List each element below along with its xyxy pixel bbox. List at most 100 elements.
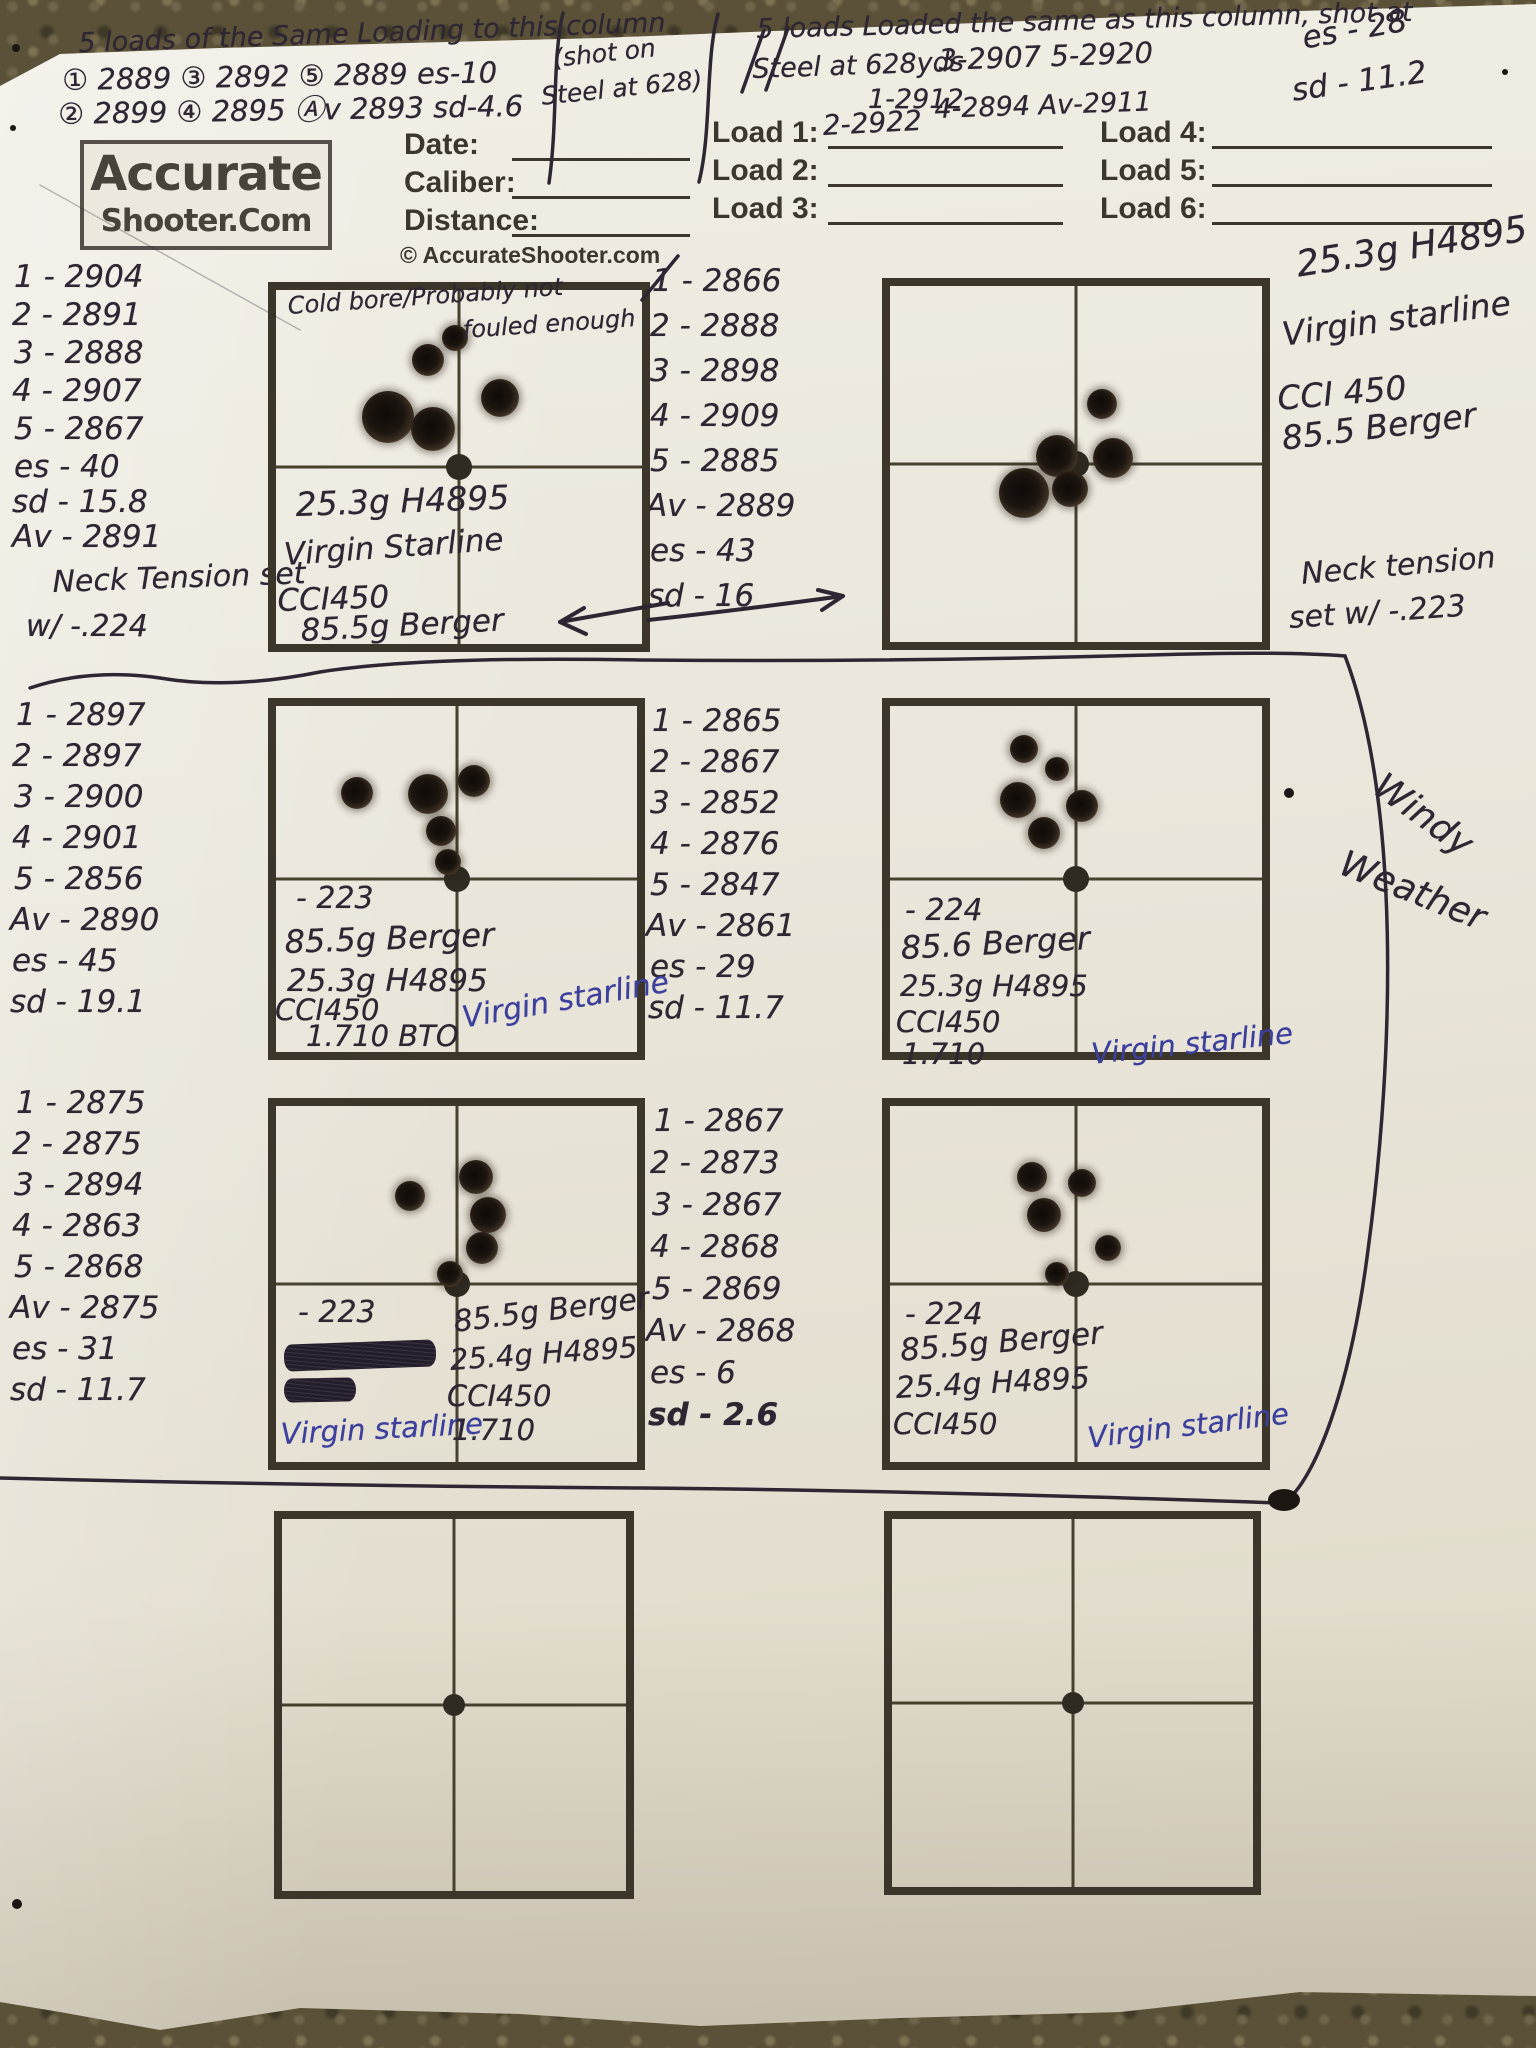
bullet-hole [1052, 471, 1088, 507]
velocity-left-3-shot5: 5 - 2868 [14, 1249, 144, 1285]
velocity-mid-2-shot1: 1 - 2865 [652, 703, 782, 739]
target-8-center-dot [1061, 1692, 1084, 1714]
bullet-hole [1066, 790, 1098, 822]
bullet-hole [442, 325, 468, 351]
velocity-left-3-sd: sd - 11.7 [10, 1372, 146, 1408]
velocity-left-1-shot4: 4 - 2907 [12, 373, 142, 409]
bullet-hole [408, 774, 448, 814]
target-6-neck-tension: - 224 [905, 1297, 983, 1332]
scribbled-out-text-2 [283, 1377, 357, 1403]
target-7-center-dot [443, 1694, 465, 1716]
load6-blank [1212, 222, 1492, 225]
velocity-left-3-shot2: 2 - 2875 [12, 1126, 142, 1162]
velocity-left-3-shot3: 3 - 2894 [14, 1167, 144, 1203]
bullet-hole [1093, 438, 1133, 478]
velocity-left-1-sd: sd - 15.8 [12, 484, 148, 520]
velocity-mid-1-avg: Av - 2889 [646, 488, 796, 524]
paper-speck-1 [12, 44, 20, 52]
bullet-hole [435, 849, 461, 875]
velocity-left-3-shot4: 4 - 2863 [12, 1208, 142, 1244]
velocity-mid-2-shot5: 5 - 2847 [650, 867, 780, 903]
load5-blank [1212, 184, 1492, 187]
load5-label: Load 5: [1100, 154, 1207, 187]
scribbled-out-text-1 [283, 1339, 437, 1372]
neck-tension-left-line2: w/ -.224 [26, 609, 148, 644]
bullet-hole [426, 816, 456, 846]
bullet-hole [341, 777, 373, 809]
velocity-mid-3-shot1: 1 - 2867 [654, 1103, 784, 1139]
velocity-left-1-shot1: 1 - 2904 [14, 259, 144, 295]
velocity-mid-2-sd: sd - 11.7 [648, 990, 784, 1026]
target-3-load-bullet: 85.5g Berger [283, 915, 495, 961]
load4-blank [1212, 146, 1492, 149]
velocity-left-2-es: es - 45 [12, 943, 118, 979]
velocity-mid-3-avg: Av - 2868 [646, 1313, 796, 1349]
target-3-load-length: 1.710 BTO [306, 1019, 459, 1053]
velocity-left-2-shot4: 4 - 2901 [12, 820, 142, 856]
date-label: Date: [404, 128, 480, 161]
velocity-mid-2-shot3: 3 - 2852 [650, 785, 780, 821]
note-top-right-shots35: 3-2907 5-2920 [937, 35, 1154, 77]
velocity-mid-1-shot1: 1 - 2866 [652, 263, 782, 299]
bullet-hole [362, 391, 414, 443]
bullet-hole [999, 468, 1049, 518]
bullet-hole [411, 407, 455, 451]
load4-label: Load 4: [1100, 116, 1207, 149]
target-4-load-bullet: 85.6 Berger [899, 919, 1091, 967]
note-top-left-line3: ② 2899 ④ 2895 Ⓐv 2893 sd-4.6 [57, 88, 524, 131]
velocity-left-2-shot1: 1 - 2897 [16, 697, 146, 733]
bullet-hole [1087, 389, 1117, 419]
load1-label: Load 1: [712, 116, 819, 149]
velocity-left-1-es: es - 40 [14, 449, 120, 485]
velocity-left-1-shot3: 3 - 2888 [14, 335, 144, 371]
bullet-hole [1000, 782, 1036, 818]
caliber-blank [512, 196, 690, 199]
bullet-hole [466, 1232, 498, 1264]
bullet-hole [437, 1261, 463, 1287]
velocity-mid-3-shot2: 2 - 2873 [650, 1145, 780, 1181]
target-6-load-primer: CCI450 [893, 1407, 998, 1441]
bullet-hole [1028, 817, 1060, 849]
velocity-mid-1-shot5: 5 - 2885 [650, 443, 780, 479]
caliber-label: Caliber: [404, 166, 516, 199]
date-blank [512, 158, 690, 161]
bullet-hole [1068, 1169, 1096, 1197]
bullet-hole [1010, 735, 1038, 763]
bullet-hole [1095, 1235, 1121, 1261]
load3-blank [828, 222, 1063, 225]
target-5-load-primer: CCI450 [447, 1379, 552, 1413]
velocity-mid-1-shot2: 2 - 2888 [650, 308, 780, 344]
target-4-load-primer: CCI450 [896, 1005, 1001, 1039]
target-5-neck-tension: - 223 [298, 1295, 376, 1330]
load1-blank [828, 146, 1063, 149]
target-1-center-dot [446, 454, 472, 480]
target-3-load-primer: CCI450 [275, 993, 380, 1027]
velocity-mid-2-es: es - 29 [650, 949, 756, 985]
bullet-hole [459, 1160, 493, 1194]
bullet-hole [1017, 1162, 1047, 1192]
bullet-hole [412, 344, 444, 376]
bullet-hole [1027, 1198, 1061, 1232]
velocity-mid-1-es: es - 43 [650, 533, 756, 569]
target-1-load-powder: 25.3g H4895 [294, 477, 510, 524]
target-1 [268, 282, 650, 652]
target-5-load-length: 1.710 [452, 1413, 536, 1447]
distance-label: Distance: [404, 204, 540, 237]
bullet-hole [470, 1197, 506, 1233]
velocity-mid-1-shot4: 4 - 2909 [650, 398, 780, 434]
velocity-left-2-shot2: 2 - 2897 [12, 738, 142, 774]
bullet-hole [395, 1181, 425, 1211]
velocity-left-1-avg: Av - 2891 [12, 519, 162, 555]
velocity-left-2-shot3: 3 - 2900 [14, 779, 144, 815]
velocity-mid-3-shot5: 5 - 2869 [652, 1271, 782, 1307]
target-3-load-powder: 25.3g H4895 [287, 963, 488, 999]
velocity-left-2-avg: Av - 2890 [10, 902, 160, 938]
velocity-mid-2-shot2: 2 - 2867 [650, 744, 780, 780]
bullet-hole [1045, 757, 1069, 781]
bullet-hole [481, 379, 519, 417]
velocity-mid-3-es: es - 6 [650, 1355, 736, 1391]
velocity-mid-2-shot4: 4 - 2876 [650, 826, 780, 862]
velocity-left-3-es: es - 31 [12, 1331, 118, 1367]
distance-blank [512, 234, 690, 237]
